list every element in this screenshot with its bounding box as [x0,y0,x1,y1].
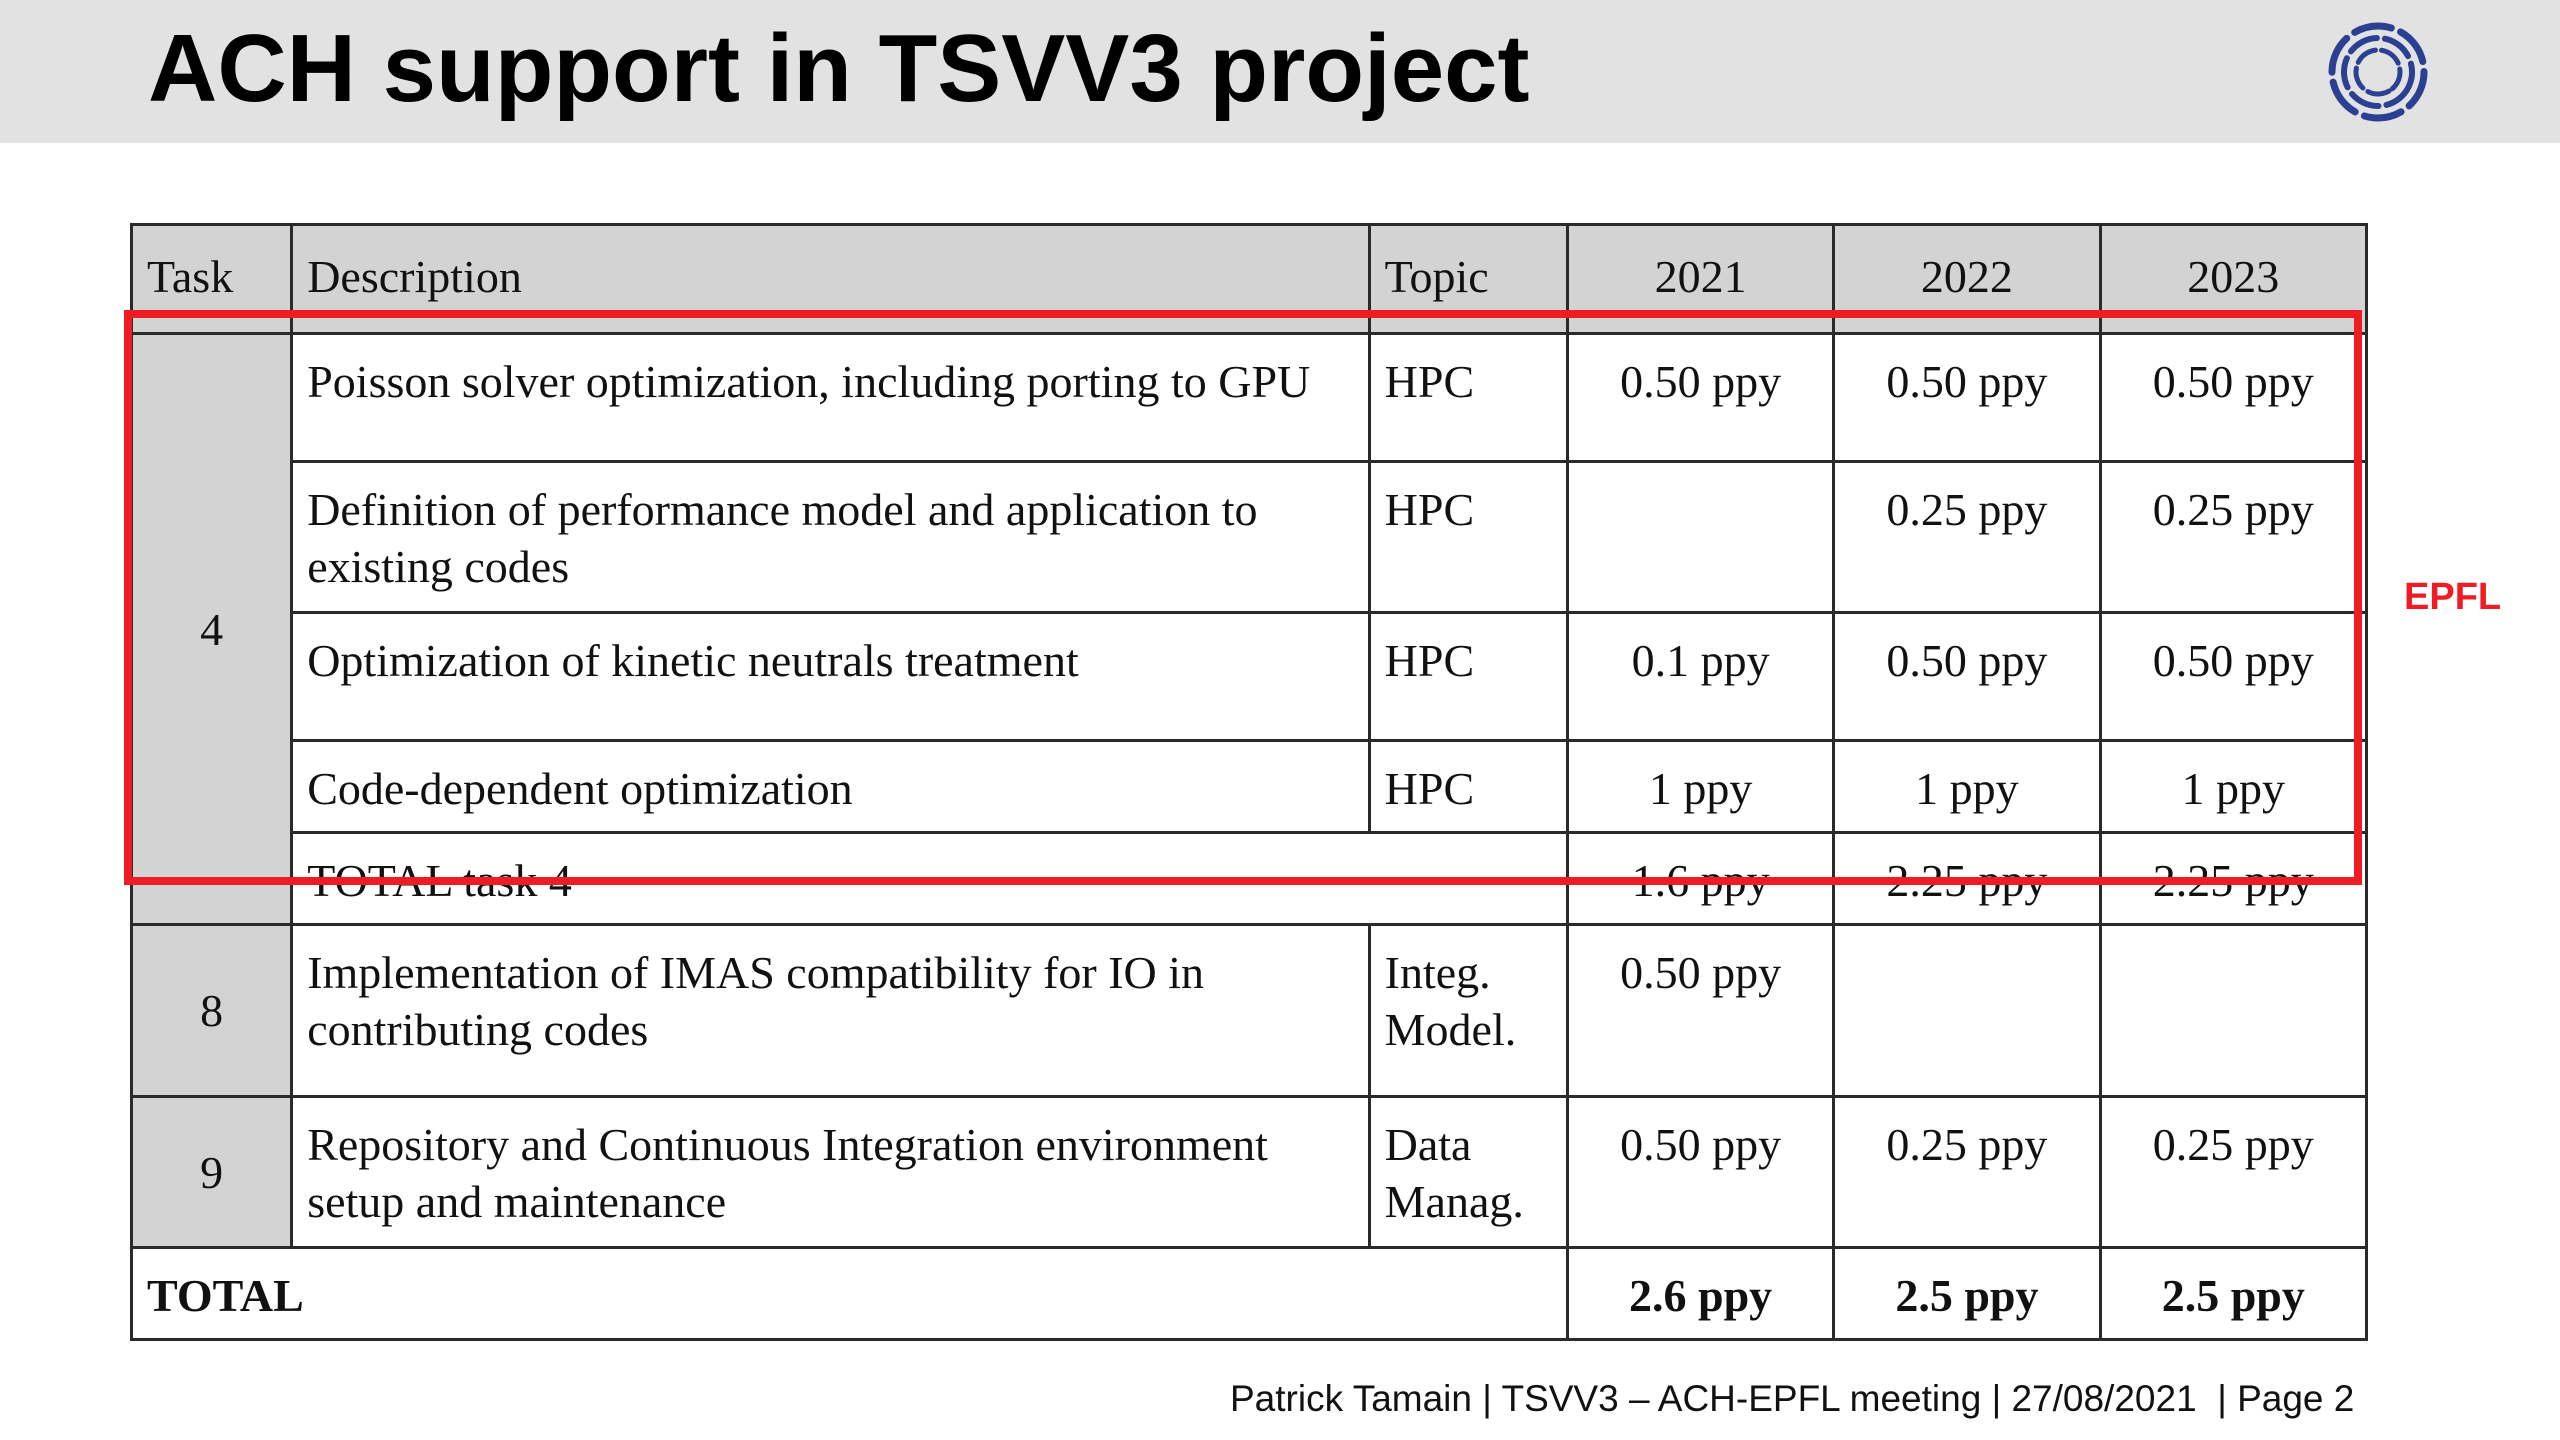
task-number: 8 [129,923,294,1098]
topic-line: Integ. [1384,947,1491,998]
value-2023: 0.50 ppy [2098,332,2369,463]
value-2023: 1 ppy [2098,739,2369,834]
grand-total-label: TOTAL [130,1246,1569,1341]
value-2023: 0.25 ppy [2098,1095,2369,1249]
task-total-row: TOTAL task 4 1.6 ppy 2.25 ppy 2.25 ppy [132,831,2369,926]
description-cell: Poisson solver optimization, including p… [290,332,1371,463]
slide-title: ACH support in TSVV3 project [148,15,1530,122]
value-2023: 0.25 ppy [2098,460,2369,614]
header-2023: 2023 [2098,223,2369,335]
total-2023: 2.25 ppy [2098,831,2369,926]
value-2022: 0.50 ppy [1832,332,2102,463]
organization-logo-icon [2328,22,2428,122]
total-2021: 1.6 ppy [1565,831,1836,926]
topic-line: Manag. [1384,1176,1524,1227]
description-cell: Repository and Continuous Integration en… [290,1095,1371,1249]
description-cell: Optimization of kinetic neutrals treatme… [290,611,1371,742]
value-2021: 1 ppy [1565,739,1836,834]
grand-total-row: TOTAL 2.6 ppy 2.5 ppy 2.5 ppy [130,1246,2369,1341]
total-2022: 2.25 ppy [1832,831,2102,926]
value-2022 [1832,923,2102,1098]
header-2021: 2021 [1565,223,1836,335]
table-row: Code-dependent optimization HPC 1 ppy 1 … [132,739,2369,834]
task-number: 4 [129,332,294,926]
topic-cell: HPC [1367,739,1569,834]
task-number: 9 [129,1095,294,1249]
description-cell: Definition of performance model and appl… [290,460,1371,614]
epfl-label: EPFL [2404,576,2502,618]
table-row: 4 Poisson solver optimization, including… [129,332,2369,926]
table-row: 8 Implementation of IMAS compatibility f… [129,923,2369,1098]
topic-cell: HPC [1367,332,1569,463]
table-row: 9 Repository and Continuous Integration … [129,1095,2369,1249]
description-cell: Code-dependent optimization [290,739,1371,834]
value-2021: 0.50 ppy [1565,1095,1836,1249]
slide-footer: Patrick Tamain | TSVV3 – ACH-EPFL meetin… [1230,1378,2355,1419]
table-header-row: Task Description Topic 2021 2022 2023 [129,223,2369,335]
value-2022: 1 ppy [1832,739,2102,834]
header-description: Description [290,223,1371,335]
value-2022: 0.50 ppy [1832,611,2102,742]
value-2021 [1565,460,1836,614]
value-2023 [2098,923,2369,1098]
table-row: Optimization of kinetic neutrals treatme… [132,611,2369,742]
value-2021: 0.50 ppy [1565,332,1836,463]
value-2022: 0.25 ppy [1832,1095,2102,1249]
value-2021: 0.1 ppy [1565,611,1836,742]
grand-total-2023: 2.5 ppy [2098,1246,2369,1341]
header-task: Task [129,223,294,335]
value-2021: 0.50 ppy [1565,923,1836,1098]
header-2022: 2022 [1832,223,2102,335]
topic-cell: HPC [1367,611,1569,742]
value-2023: 0.50 ppy [2098,611,2369,742]
title-bar [0,0,2560,143]
header-topic: Topic [1367,223,1569,335]
topic-line: Data [1384,1119,1472,1170]
topic-line: Model. [1384,1004,1517,1055]
task-total-label: TOTAL task 4 [290,831,1569,926]
topic-cell: Integ. Model. [1367,923,1569,1098]
topic-cell: Data Manag. [1367,1095,1569,1249]
value-2022: 0.25 ppy [1832,460,2102,614]
table-row: Definition of performance model and appl… [132,460,2369,614]
grand-total-2022: 2.5 ppy [1832,1246,2102,1341]
effort-table: Task Description Topic 2021 2022 2023 4 … [129,223,2369,1341]
grand-total-2021: 2.6 ppy [1565,1246,1836,1341]
description-cell: Implementation of IMAS compatibility for… [290,923,1371,1098]
topic-cell: HPC [1367,460,1569,614]
